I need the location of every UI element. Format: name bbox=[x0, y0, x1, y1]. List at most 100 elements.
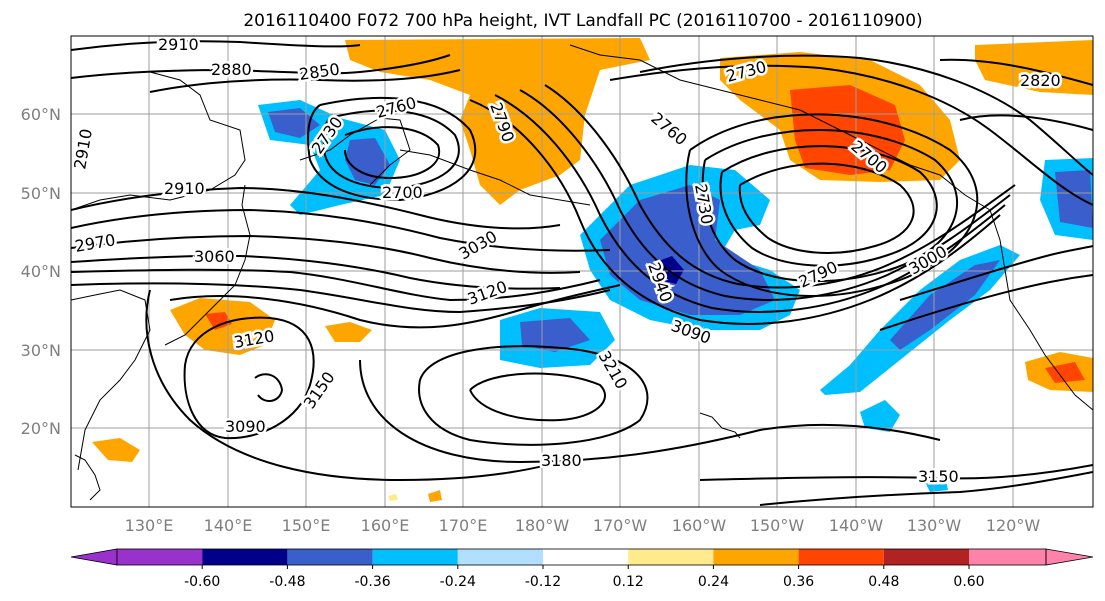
contour-3000 bbox=[71, 254, 561, 290]
lat-label: 30°N bbox=[21, 341, 61, 360]
contour-gulf-ring-4 bbox=[738, 162, 915, 254]
contour-label: 2910 bbox=[70, 127, 96, 170]
coast-kamchatka bbox=[299, 117, 411, 186]
neg-region-hawaii-north-core bbox=[520, 318, 590, 352]
pos-region-baja-core bbox=[1045, 362, 1085, 383]
contour-2910-top bbox=[71, 40, 361, 51]
lon-label: 160°W bbox=[672, 516, 727, 535]
colorbar-bin bbox=[883, 549, 969, 565]
lon-label: 140°E bbox=[204, 516, 253, 535]
contour-2850 bbox=[149, 69, 461, 93]
contour-ridge-e bbox=[959, 114, 1093, 131]
colorbar-tick-label: -0.12 bbox=[525, 574, 561, 590]
contour-3180-se bbox=[759, 471, 1093, 506]
lon-label: 130°E bbox=[125, 516, 174, 535]
colorbar-bin bbox=[969, 549, 1046, 565]
contour-low-ring-1 bbox=[307, 97, 477, 202]
colorbar-bin bbox=[543, 549, 629, 565]
contour-2820 bbox=[939, 58, 1093, 86]
coast-aleutians bbox=[399, 149, 591, 206]
lon-label: 160°E bbox=[361, 516, 410, 535]
lat-label: 50°N bbox=[21, 184, 61, 203]
colorbar-bin bbox=[457, 549, 543, 565]
contour-east-2 bbox=[879, 274, 1093, 331]
contour-east-1 bbox=[899, 245, 1093, 301]
contour-label: 3090 bbox=[225, 417, 266, 436]
colorbar-tick-label: 0.60 bbox=[953, 574, 984, 590]
lon-label: 120°W bbox=[986, 516, 1041, 535]
neg-region-tiny bbox=[925, 476, 948, 492]
contour-high-inner bbox=[469, 372, 606, 422]
map-panel: 2910 2880 2850 2760 2730 2790 2760 2730 … bbox=[70, 35, 1094, 508]
lon-label: 150°W bbox=[750, 516, 805, 535]
latitude-labels: 60°N 50°N 40°N 30°N 20°N bbox=[21, 105, 61, 438]
contour-label: 2880 bbox=[211, 60, 252, 79]
pos-region-pale bbox=[388, 494, 398, 501]
lat-label: 20°N bbox=[21, 419, 61, 438]
colorbar-bin bbox=[372, 549, 458, 565]
colorbar-bin bbox=[713, 549, 799, 565]
map-frame bbox=[70, 35, 1094, 508]
contour-3060 bbox=[71, 282, 611, 314]
colorbar-ticks bbox=[201, 565, 970, 569]
contour-gulf-ring-2 bbox=[701, 129, 959, 283]
lat-label: 60°N bbox=[21, 105, 61, 124]
contour-3090-ring bbox=[183, 316, 315, 440]
contour-2970 bbox=[71, 234, 581, 274]
colorbar-bin bbox=[798, 549, 884, 565]
coast-korea-china bbox=[71, 289, 151, 471]
contour-label: 2820 bbox=[1020, 71, 1061, 90]
colorbar-tick-label: -0.60 bbox=[184, 574, 220, 590]
contour-label: 3060 bbox=[194, 247, 235, 266]
contour-gulf-ring-1 bbox=[685, 113, 979, 298]
colorbar-tick-labels: -0.60 -0.48 -0.36 -0.24 -0.12 0.12 0.24 … bbox=[184, 574, 985, 590]
contour-label: 3180 bbox=[541, 451, 582, 470]
neg-region-pnw-core bbox=[1055, 170, 1093, 228]
contour-ridge-ak-2 bbox=[639, 54, 1093, 176]
colorbar-extend-high bbox=[1045, 548, 1094, 566]
lon-label: 170°E bbox=[439, 516, 488, 535]
contour-low-ring-3 bbox=[344, 126, 441, 180]
coast-asia bbox=[71, 71, 246, 211]
colorbar-tick-label: 0.12 bbox=[613, 574, 644, 590]
colorbar-tick-label: -0.36 bbox=[354, 574, 390, 590]
contour-3030 bbox=[71, 268, 601, 302]
contour-label: 2910 bbox=[158, 35, 199, 54]
longitude-labels: 130°E 140°E 150°E 160°E 170°E 180°W 170°… bbox=[125, 516, 1041, 535]
coast-alaska bbox=[569, 44, 991, 211]
contour-ridge-ak bbox=[609, 64, 1093, 206]
colorbar-bin bbox=[287, 549, 373, 565]
contour-2910-mid bbox=[71, 186, 561, 230]
contour-2940 bbox=[71, 208, 611, 252]
colorbar-bin bbox=[628, 549, 714, 565]
contour-gulf-ring-3 bbox=[719, 145, 938, 267]
contour-low-ring-2 bbox=[322, 109, 460, 190]
colorbar-tick-label: 0.24 bbox=[698, 574, 729, 590]
coast-na-west bbox=[989, 209, 1093, 411]
ivt-positive-shading bbox=[92, 38, 1093, 502]
lon-label: 150°E bbox=[282, 516, 331, 535]
contour-3180 bbox=[359, 359, 941, 464]
coastlines bbox=[71, 44, 1093, 501]
coast-philippines bbox=[74, 454, 101, 501]
contour-trough-1 bbox=[469, 99, 1001, 325]
lon-label: 180°W bbox=[515, 516, 570, 535]
contour-label: 3150 bbox=[918, 467, 959, 486]
height-contours bbox=[71, 40, 1093, 506]
contour-3120-ring bbox=[254, 373, 284, 402]
lon-label: 170°W bbox=[593, 516, 648, 535]
neg-region-small-south bbox=[860, 400, 900, 432]
pos-region-tiny bbox=[428, 490, 442, 502]
contour-3150-se bbox=[699, 464, 1093, 481]
neg-region-kamchatka-core bbox=[268, 108, 320, 138]
neg-region-ar-band-core bbox=[890, 260, 1000, 350]
pos-region-bering bbox=[345, 38, 650, 205]
contour-label: 2700 bbox=[382, 183, 423, 202]
contour-3120 bbox=[169, 284, 621, 329]
pos-region-yukon bbox=[975, 40, 1093, 95]
colorbar-tick-label: 0.48 bbox=[868, 574, 899, 590]
colorbar-tick-label: -0.48 bbox=[269, 574, 305, 590]
colorbar-tick-label: 0.36 bbox=[783, 574, 814, 590]
colorbar: -0.60 -0.48 -0.36 -0.24 -0.12 0.12 0.24 … bbox=[70, 548, 1094, 590]
